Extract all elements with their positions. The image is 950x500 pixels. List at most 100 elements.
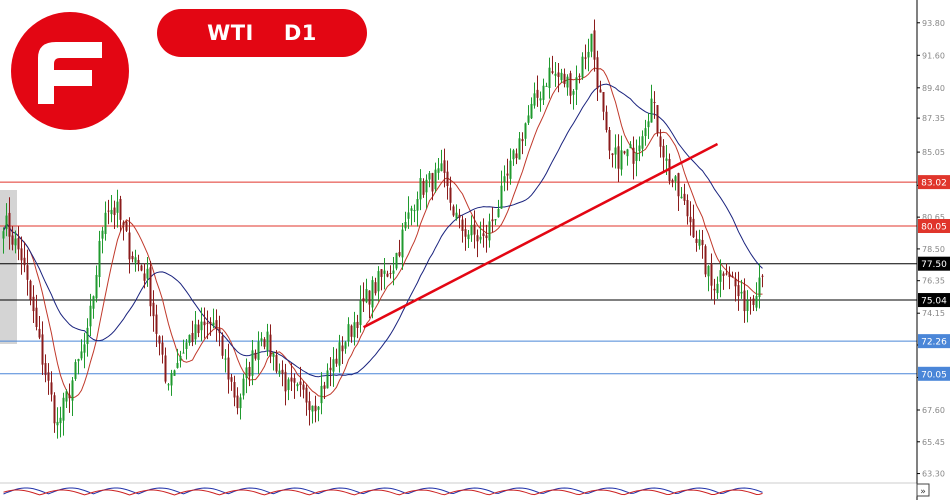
candle-body — [146, 268, 149, 279]
instrument-badge: WTI D1 — [157, 9, 367, 57]
candle-body — [284, 371, 287, 392]
candle-body — [173, 370, 176, 376]
candle-body — [620, 150, 623, 170]
candle-body — [101, 230, 104, 239]
candle-body — [125, 221, 128, 231]
candle-body — [626, 149, 629, 157]
candle-body — [242, 378, 245, 396]
candle-body — [728, 273, 731, 278]
candle-body — [209, 321, 212, 325]
scroll-icon[interactable]: » — [920, 487, 925, 497]
candle-body — [353, 322, 356, 338]
candle-body — [572, 91, 575, 95]
candle-body — [152, 302, 155, 317]
candle-body — [290, 377, 293, 382]
candle-body — [80, 351, 83, 359]
candle-body — [635, 152, 638, 161]
candle-body — [560, 72, 563, 81]
candle-body — [461, 219, 464, 231]
candle-body — [77, 358, 80, 362]
candle-body — [230, 377, 233, 382]
candle-body — [437, 168, 440, 173]
candle-body — [227, 357, 230, 380]
candle-body — [131, 255, 134, 260]
instrument-symbol: WTI — [207, 21, 254, 45]
candle-body — [431, 173, 434, 192]
candle-body — [647, 121, 650, 128]
price-tick-label: 89.40 — [922, 84, 945, 93]
candle-body — [224, 358, 227, 360]
scroll-button[interactable] — [916, 483, 930, 497]
candle-body — [686, 200, 689, 217]
candle-body — [473, 224, 476, 235]
candle-body — [212, 322, 215, 326]
candle-body — [761, 275, 764, 277]
candle-body — [413, 210, 416, 212]
candle-body — [221, 336, 224, 356]
candle-body — [86, 327, 89, 345]
candle-body — [428, 173, 431, 180]
candle-body — [341, 345, 344, 352]
candle-body — [11, 235, 14, 245]
candle-body — [266, 331, 269, 351]
candle-body — [479, 236, 482, 240]
candle-body — [599, 89, 602, 93]
candle-body — [263, 339, 266, 347]
candle-body — [134, 257, 137, 263]
price-tick-label: 85.05 — [922, 148, 945, 157]
candle-body — [2, 231, 5, 239]
candle-body — [389, 273, 392, 275]
candle-body — [509, 160, 512, 179]
candle-body — [29, 280, 32, 300]
candle-body — [434, 169, 437, 190]
candle-body — [401, 229, 404, 258]
candle-body — [296, 384, 299, 387]
support-trendline — [362, 142, 719, 329]
candle-body — [62, 397, 65, 421]
candle-body — [56, 421, 59, 426]
candle-body — [497, 209, 500, 218]
candle-body — [617, 146, 620, 169]
candle-body — [248, 366, 251, 377]
price-tick-label: 80.65 — [922, 213, 945, 222]
candle-body — [185, 342, 188, 349]
candle-body — [302, 384, 305, 390]
candle-body — [317, 406, 320, 410]
candle-body — [332, 359, 335, 372]
candle-body — [350, 325, 353, 337]
candle-body — [356, 321, 359, 328]
level-price-label: 75.04 — [921, 297, 947, 307]
candle-body — [743, 290, 746, 312]
candle-body — [380, 269, 383, 277]
candle-body — [53, 395, 56, 424]
price-tick-label: 74.15 — [922, 309, 945, 318]
candle-body — [68, 394, 71, 399]
candle-body — [416, 199, 419, 211]
candle-body — [485, 235, 488, 239]
candle-body — [191, 333, 194, 343]
level-price-label: 83.02 — [921, 179, 947, 189]
candle-body — [656, 105, 659, 134]
candle-body — [158, 336, 161, 344]
level-price-label: 80.05 — [921, 223, 947, 233]
candle-body — [611, 153, 614, 156]
candle-body — [23, 257, 26, 266]
candle-body — [344, 342, 347, 349]
candle-body — [335, 358, 338, 364]
candle-body — [680, 196, 683, 199]
candle-body — [161, 342, 164, 355]
candle-body — [659, 136, 662, 147]
price-tick-label: 67.60 — [922, 406, 945, 415]
oscillator-signal-line — [3, 489, 763, 496]
candle-body — [311, 405, 314, 412]
timeframe-label: D1 — [283, 21, 317, 45]
candle-body — [8, 212, 11, 237]
candle-body — [275, 355, 278, 372]
candle-body — [20, 248, 23, 261]
candle-body — [458, 214, 461, 218]
candle-body — [323, 385, 326, 389]
candle-body — [602, 92, 605, 112]
candle-body — [752, 298, 755, 305]
